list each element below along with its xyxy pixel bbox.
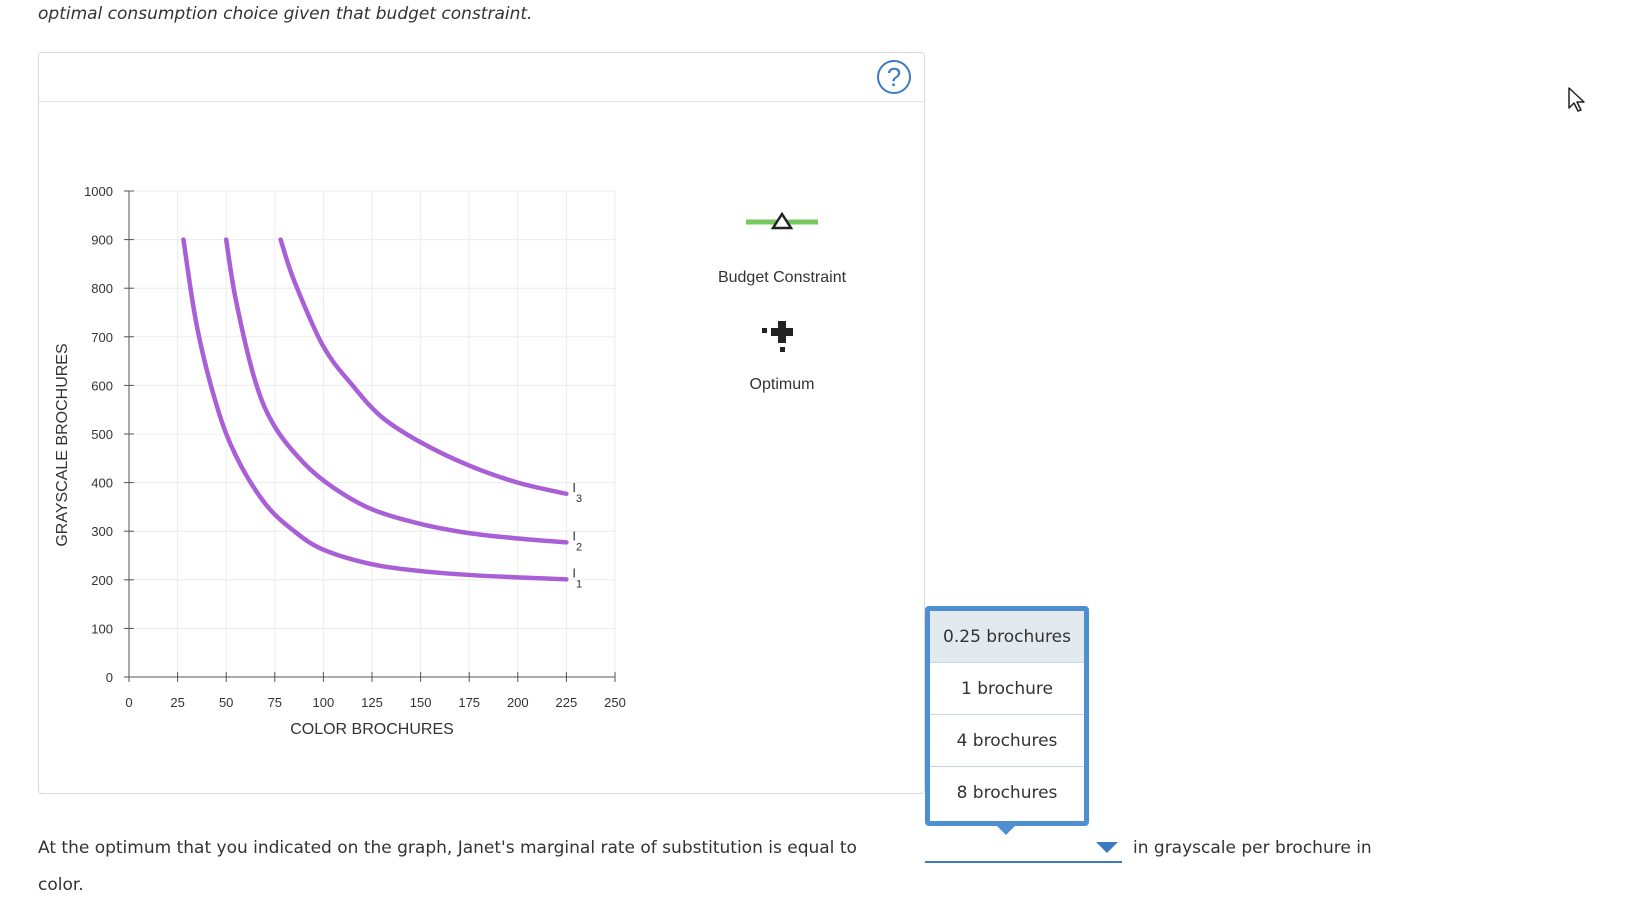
y-tick-label: 600	[91, 378, 113, 393]
optimum-plus-icon	[771, 328, 793, 336]
chart-curves: I1 I2 I3	[181, 237, 582, 590]
y-tick-label: 0	[106, 670, 113, 685]
x-axis-title: COLOR BROCHURES	[290, 721, 454, 738]
x-tick-label: 100	[313, 695, 335, 710]
y-tick-label: 700	[91, 330, 113, 345]
optimum-handle-dot	[780, 347, 785, 352]
dropdown-option[interactable]: 0.25 brochures	[930, 611, 1084, 663]
x-tick-label: 250	[604, 695, 626, 710]
x-tick-label: 125	[361, 695, 383, 710]
x-tick-label: 50	[219, 695, 233, 710]
x-tick-label: 175	[458, 695, 480, 710]
indifference-curve-i1	[181, 237, 569, 582]
dropdown-option[interactable]: 1 brochure	[930, 663, 1084, 715]
chart-ticks: 0 25 50 75 100 125 150 175 200 225 250 0 100 200 300 40…	[54, 184, 626, 738]
x-tick-label: 225	[556, 695, 578, 710]
question-prefix: At the optimum that you indicated on the…	[38, 838, 857, 858]
y-tick-label: 100	[91, 621, 113, 636]
question-suffix: in grayscale per brochure in	[1133, 838, 1372, 858]
mrs-dropdown-menu[interactable]: 0.25 brochures 1 brochure 4 brochures 8 …	[925, 606, 1089, 826]
mrs-answer-select[interactable]	[925, 835, 1122, 863]
chart-grid	[129, 190, 616, 677]
y-tick-label: 400	[91, 476, 113, 491]
y-axis-title: GRAYSCALE BROCHURES	[54, 343, 71, 546]
curve-label-i2: I2	[572, 528, 582, 553]
mouse-cursor-icon	[1568, 87, 1585, 112]
y-tick-label: 500	[91, 427, 113, 442]
y-tick-label: 900	[91, 233, 113, 248]
budget-constraint-triangle-icon	[770, 211, 794, 230]
indifference-curve-i3	[278, 237, 569, 497]
dropdown-pointer	[994, 823, 1018, 835]
dropdown-option[interactable]: 8 brochures	[956, 783, 1058, 803]
chevron-down-icon[interactable]	[1096, 842, 1118, 853]
y-tick-label: 300	[91, 524, 113, 539]
x-tick-label: 200	[507, 695, 529, 710]
dropdown-option[interactable]: 4 brochures	[930, 715, 1084, 767]
question-line2: color.	[38, 875, 84, 895]
y-tick-label: 1000	[84, 184, 113, 199]
legend-label-budget-constraint: Budget Constraint	[718, 269, 847, 286]
y-tick-label: 800	[91, 281, 113, 296]
x-tick-label: 0	[125, 695, 132, 710]
optimum-handle-dot	[762, 328, 767, 333]
chart-legend: Budget Constraint Optimum	[718, 211, 847, 393]
legend-label-optimum: Optimum	[750, 376, 815, 393]
curve-label-i3: I3	[572, 480, 582, 505]
indifference-curve-i2	[223, 237, 569, 545]
x-tick-label: 150	[410, 695, 432, 710]
curve-label-i1: I1	[572, 565, 582, 590]
y-tick-label: 200	[91, 573, 113, 588]
intro-text: optimal consumption choice given that bu…	[38, 4, 533, 24]
x-tick-label: 25	[170, 695, 184, 710]
panel-divider	[39, 101, 924, 102]
help-icon[interactable]: ?	[877, 60, 911, 94]
graph-panel: ?	[38, 52, 925, 794]
x-tick-label: 75	[268, 695, 282, 710]
